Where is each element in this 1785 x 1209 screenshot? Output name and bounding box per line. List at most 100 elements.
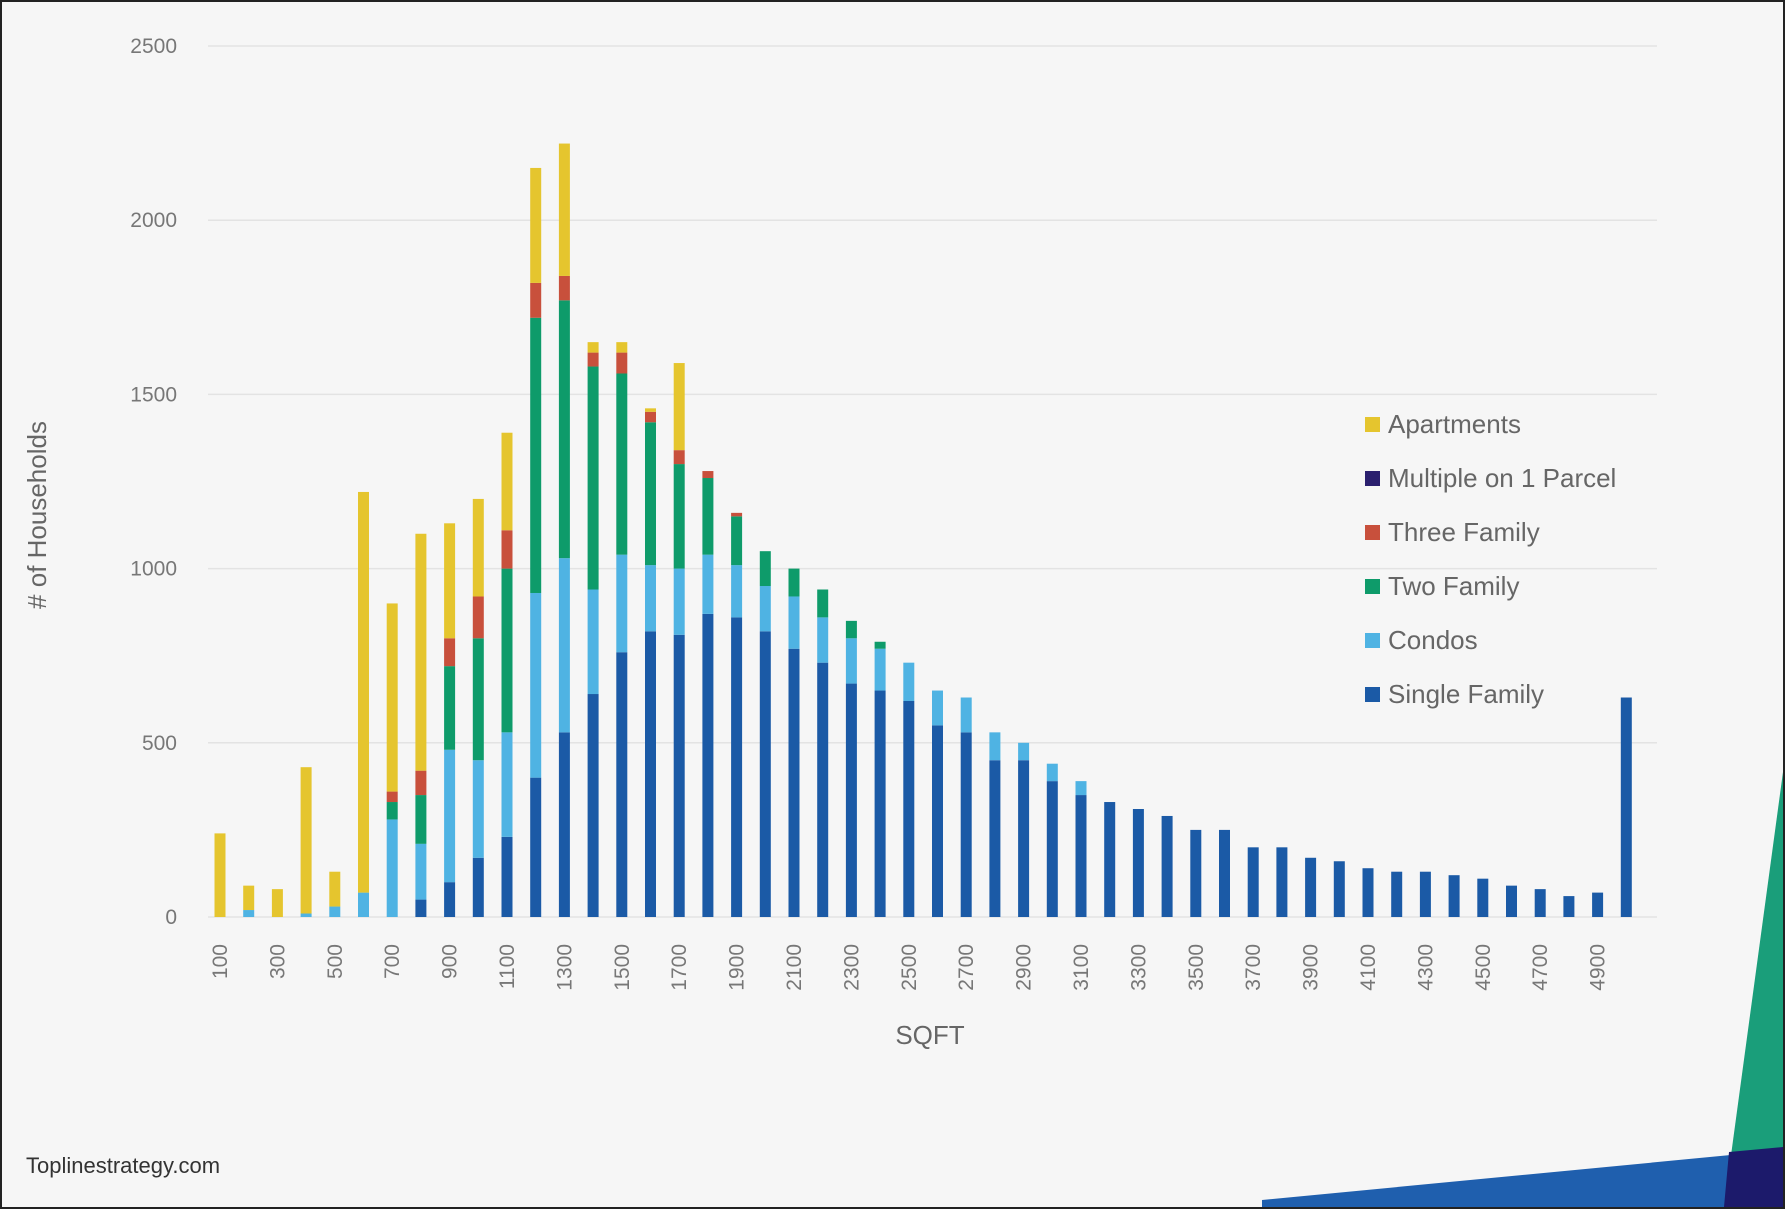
bar-segment-apartments [214,833,226,917]
source-credit: Toplinestrategy.com [26,1153,220,1178]
x-tick-label: 3700 [1242,944,1265,991]
bar-segment-apartments [444,523,456,639]
bar-segment-three-family [444,638,456,667]
x-tick-label: 2100 [783,944,806,991]
bar-segment-single-family [903,700,915,917]
bar-segment-condos [243,910,255,917]
x-tick-label: 2300 [840,944,863,991]
bar-segment-single-family [874,690,886,917]
bar-segment-condos [1046,763,1058,782]
x-tick-label: 2900 [1013,944,1036,991]
bar-segment-apartments [243,885,255,911]
bar-segment-condos [300,913,312,917]
x-tick-label: 1300 [553,944,576,991]
bar-segment-condos [932,690,943,726]
bar-segment-two-family [415,795,427,844]
bar-segment-two-family [874,641,886,649]
bar-segment-single-family [1477,878,1489,917]
x-tick-label: 3500 [1185,944,1208,991]
bar-segment-three-family [530,282,542,318]
x-tick-label: 500 [324,944,347,979]
bar-segment-apartments [415,533,427,771]
bar-segment-two-family [587,366,599,590]
x-tick-label: 2500 [898,944,921,991]
bar-segment-three-family [501,530,513,569]
bar-segment-single-family [989,760,1001,917]
y-tick-label: 2500 [130,35,177,58]
bar-segment-apartments [386,603,398,792]
legend-label: Three Family [1388,517,1540,547]
bar-segment-single-family [817,662,829,917]
bar-segment-condos [759,586,771,632]
x-tick-label: 1900 [726,944,749,991]
bar-segment-condos [731,565,743,618]
bar-segment-condos [329,906,341,917]
bar-segment-single-family [1305,857,1317,917]
bars [214,143,1632,917]
bar-segment-single-family [558,732,570,917]
bar-segment-single-family [1534,889,1546,917]
bar-segment-single-family [1018,760,1030,917]
bar-segment-single-family [645,631,656,917]
bar-segment-three-family [587,352,599,367]
bar-segment-two-family [673,464,685,569]
bar-segment-two-family [501,568,513,733]
bar-segment-three-family [415,770,427,796]
legend: Apartments Multiple on 1 Parcel Three Fami… [1365,409,1616,709]
bar-segment-single-family [1419,871,1431,917]
bar-segment-condos [702,554,714,614]
x-tick-label: 3100 [1070,944,1093,991]
bar-segment-two-family [558,300,570,559]
x-tick-label: 2700 [955,944,978,991]
bar-segment-three-family [731,512,743,517]
bar-segment-apartments [616,342,628,353]
bar-segment-two-family [444,666,456,750]
bar-segment-single-family [1563,896,1575,917]
bar-segment-condos [1075,781,1087,796]
x-axis-ticks: 100 300 500 700 900 1100 1300 1500 1700 1900 2100 2… [209,944,1610,991]
bar-segment-single-family [960,732,972,917]
legend-label: Condos [1388,625,1478,655]
bar-segment-single-family [1333,861,1345,917]
bar-segment-two-family [530,317,542,593]
bar-segment-condos [817,617,829,663]
bar-segment-single-family [1276,847,1288,917]
bar-segment-condos [472,760,484,858]
bar-segment-condos [989,732,1001,761]
bar-segment-two-family [759,551,771,587]
bar-segment-two-family [645,422,656,566]
x-tick-label: 3300 [1127,944,1150,991]
bar-segment-condos [386,819,398,917]
bar-segment-three-family [558,275,570,301]
bar-segment-two-family [817,589,829,618]
bar-segment-condos [903,662,915,701]
bar-segment-condos [1018,742,1030,761]
bar-segment-two-family [386,802,398,820]
bar-segment-condos [645,565,656,632]
legend-swatch [1365,417,1380,432]
bar-segment-condos [874,648,886,691]
bar-segment-apartments [472,498,484,597]
bar-segment-apartments [501,432,513,531]
bar-segment-three-family [673,450,685,465]
bar-segment-single-family [932,725,943,917]
bar-segment-single-family [1190,829,1202,917]
y-axis-title: # of Households [22,421,52,609]
bar-segment-single-family [673,634,685,917]
legend-label: Two Family [1388,571,1519,601]
x-tick-label: 1100 [496,944,519,989]
legend-swatch [1365,525,1380,540]
bar-segment-condos [845,638,857,684]
y-tick-label: 500 [142,732,177,755]
x-tick-label: 4900 [1587,944,1610,991]
bar-segment-apartments [530,167,542,283]
legend-label: Apartments [1388,409,1521,439]
bar-segment-single-family [1362,868,1374,917]
x-tick-label: 4100 [1357,944,1380,991]
bar-segment-single-family [530,777,542,917]
bar-segment-single-family [444,882,456,917]
x-tick-label: 4300 [1414,944,1437,991]
bar-segment-apartments [558,143,570,276]
bar-segment-single-family [1391,871,1403,917]
bar-segment-three-family [616,352,628,374]
